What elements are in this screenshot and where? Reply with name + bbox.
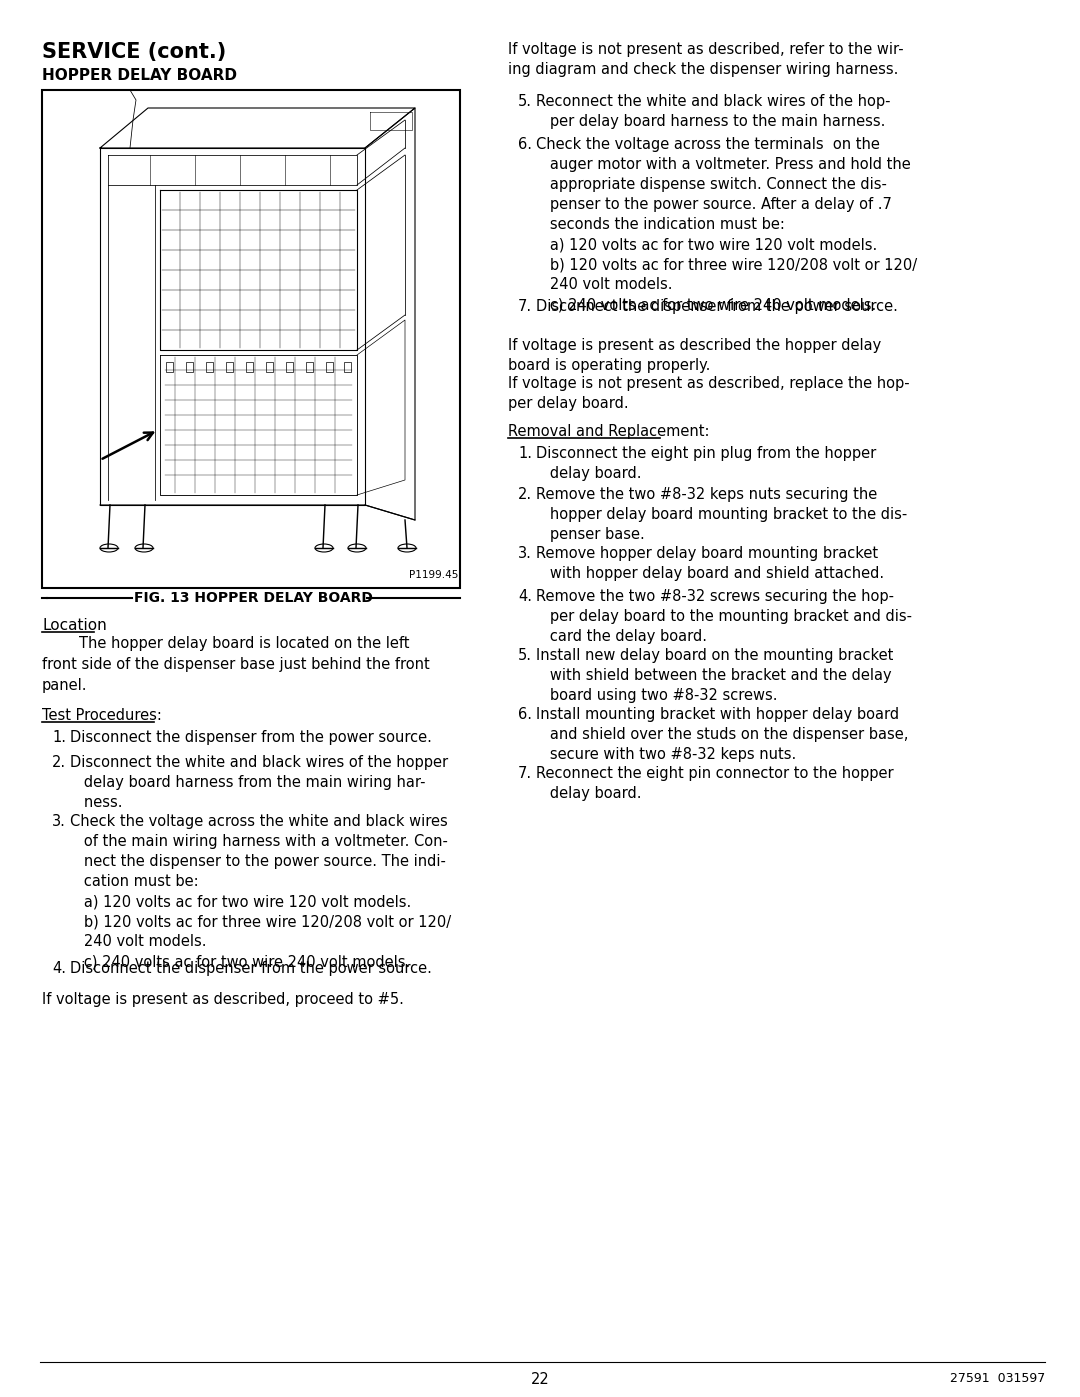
Ellipse shape xyxy=(100,543,118,552)
Text: Disconnect the dispenser from the power source.: Disconnect the dispenser from the power … xyxy=(536,299,897,314)
Text: Remove the two #8-32 keps nuts securing the
   hopper delay board mounting brack: Remove the two #8-32 keps nuts securing … xyxy=(536,488,907,542)
Bar xyxy=(266,362,273,372)
Text: HOPPER DELAY BOARD: HOPPER DELAY BOARD xyxy=(42,68,237,82)
Text: If voltage is not present as described, replace the hop-
per delay board.: If voltage is not present as described, … xyxy=(508,376,909,411)
Text: 5.: 5. xyxy=(518,94,532,109)
Text: 7.: 7. xyxy=(518,766,532,781)
Ellipse shape xyxy=(135,543,153,552)
Text: 1.: 1. xyxy=(518,446,532,461)
Text: Install new delay board on the mounting bracket
   with shield between the brack: Install new delay board on the mounting … xyxy=(536,648,893,703)
Text: 27591  031597: 27591 031597 xyxy=(949,1372,1045,1384)
Text: If voltage is present as described the hopper delay
board is operating properly.: If voltage is present as described the h… xyxy=(508,338,881,373)
Bar xyxy=(186,362,193,372)
Bar xyxy=(246,362,253,372)
Text: Install mounting bracket with hopper delay board
   and shield over the studs on: Install mounting bracket with hopper del… xyxy=(536,707,908,763)
Text: Check the voltage across the white and black wires
   of the main wiring harness: Check the voltage across the white and b… xyxy=(70,814,451,970)
Text: If voltage is not present as described, refer to the wir-
ing diagram and check : If voltage is not present as described, … xyxy=(508,42,904,77)
Text: 3.: 3. xyxy=(52,814,66,828)
Text: 2.: 2. xyxy=(518,488,532,502)
Text: 2.: 2. xyxy=(52,754,66,770)
Text: Disconnect the eight pin plug from the hopper
   delay board.: Disconnect the eight pin plug from the h… xyxy=(536,446,876,481)
Text: 5.: 5. xyxy=(518,648,532,664)
Bar xyxy=(206,362,213,372)
Text: Check the voltage across the terminals  on the
   auger motor with a voltmeter. : Check the voltage across the terminals o… xyxy=(536,137,917,313)
Text: Reconnect the white and black wires of the hop-
   per delay board harness to th: Reconnect the white and black wires of t… xyxy=(536,94,891,129)
Text: 6.: 6. xyxy=(518,137,532,152)
Text: 4.: 4. xyxy=(518,590,532,604)
Bar xyxy=(345,362,351,372)
Text: 3.: 3. xyxy=(518,546,531,562)
Text: 1.: 1. xyxy=(52,731,66,745)
Text: 4.: 4. xyxy=(52,961,66,977)
Ellipse shape xyxy=(399,543,416,552)
Bar xyxy=(326,362,333,372)
Text: Disconnect the white and black wires of the hopper
   delay board harness from t: Disconnect the white and black wires of … xyxy=(70,754,448,810)
Text: 6.: 6. xyxy=(518,707,532,722)
Bar xyxy=(226,362,233,372)
Text: 22: 22 xyxy=(530,1372,550,1387)
Ellipse shape xyxy=(315,543,333,552)
Text: If voltage is present as described, proceed to #5.: If voltage is present as described, proc… xyxy=(42,992,404,1007)
Text: Reconnect the eight pin connector to the hopper
   delay board.: Reconnect the eight pin connector to the… xyxy=(536,766,893,800)
Ellipse shape xyxy=(348,543,366,552)
Text: Remove the two #8-32 screws securing the hop-
   per delay board to the mounting: Remove the two #8-32 screws securing the… xyxy=(536,590,912,644)
Bar xyxy=(306,362,313,372)
Text: Disconnect the dispenser from the power source.: Disconnect the dispenser from the power … xyxy=(70,961,432,977)
Text: Test Procedures:: Test Procedures: xyxy=(42,708,162,724)
Bar xyxy=(286,362,293,372)
Text: Disconnect the dispenser from the power source.: Disconnect the dispenser from the power … xyxy=(70,731,432,745)
Text: Removal and Replacement:: Removal and Replacement: xyxy=(508,425,710,439)
Text: Remove hopper delay board mounting bracket
   with hopper delay board and shield: Remove hopper delay board mounting brack… xyxy=(536,546,885,581)
Bar xyxy=(42,89,460,588)
Text: Location: Location xyxy=(42,617,107,633)
Bar xyxy=(166,362,173,372)
Text: The hopper delay board is located on the left
front side of the dispenser base j: The hopper delay board is located on the… xyxy=(42,636,430,693)
Text: P1199.45: P1199.45 xyxy=(408,570,458,580)
Text: 7.: 7. xyxy=(518,299,532,314)
Text: SERVICE (cont.): SERVICE (cont.) xyxy=(42,42,226,61)
Text: FIG. 13 HOPPER DELAY BOARD: FIG. 13 HOPPER DELAY BOARD xyxy=(134,591,373,605)
